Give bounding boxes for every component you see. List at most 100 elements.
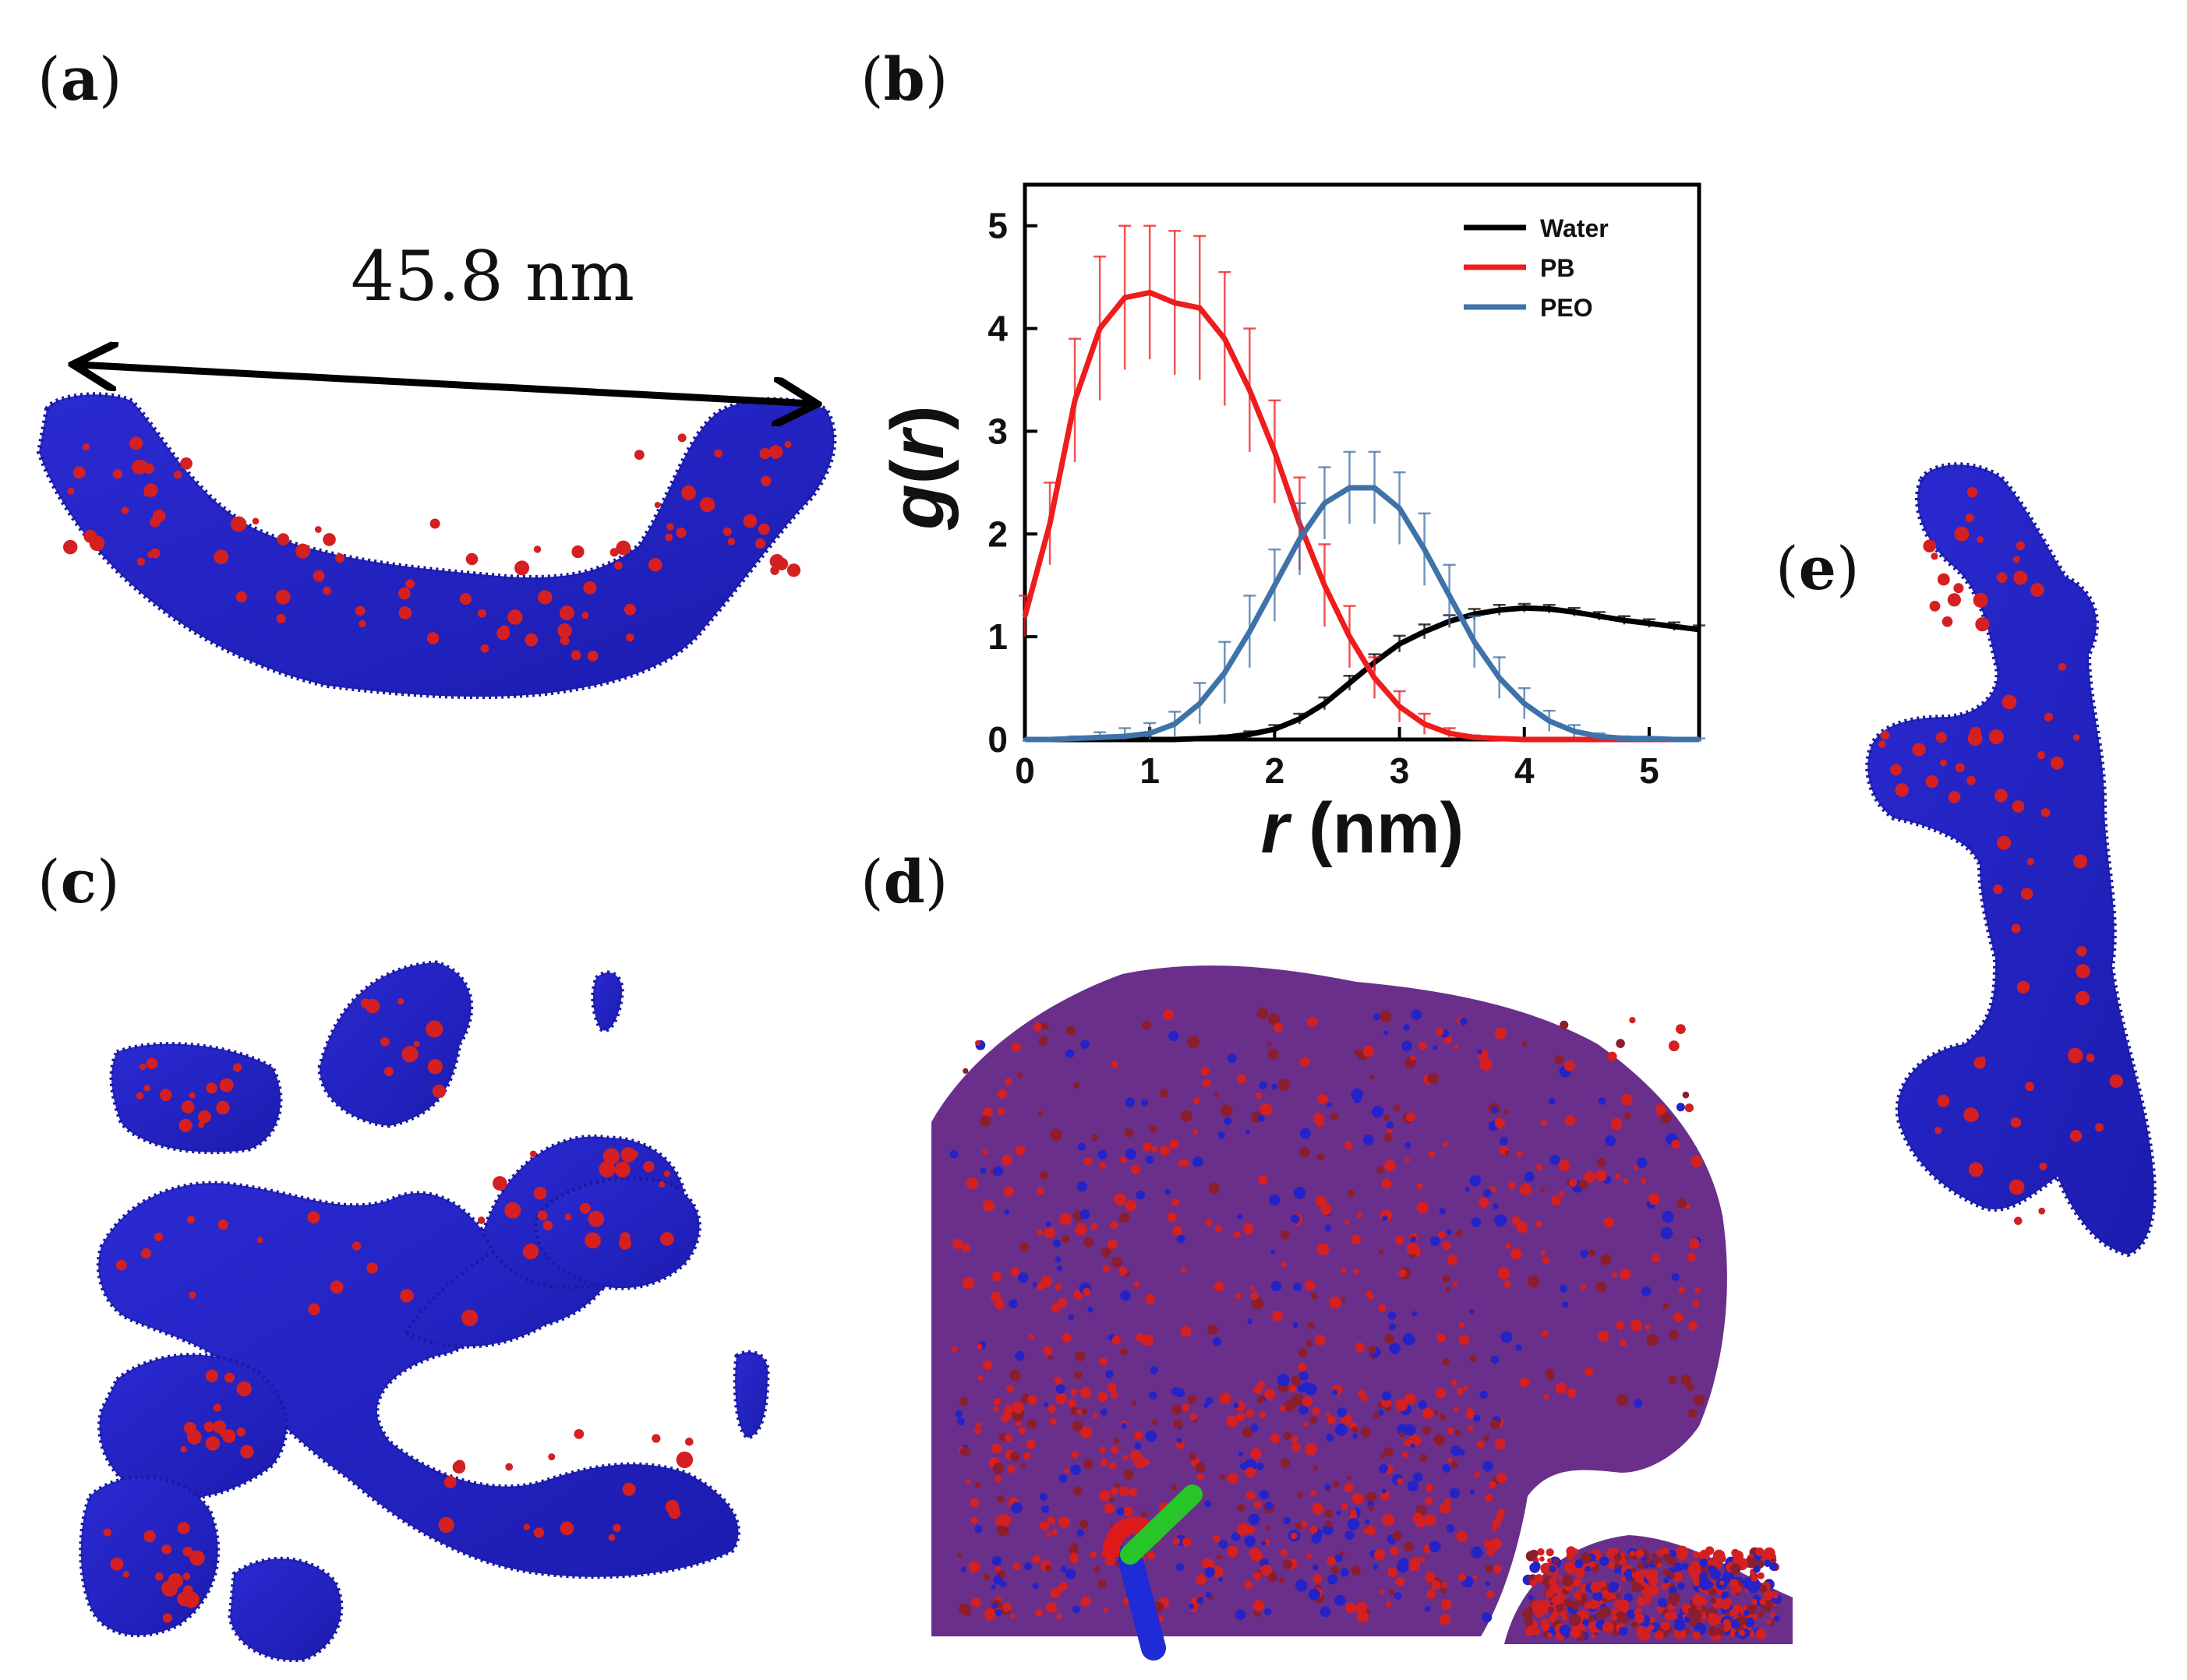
core-dot	[564, 1213, 572, 1221]
particle-dot	[1253, 1572, 1262, 1580]
particle-dot	[1076, 1181, 1087, 1192]
core-dot	[677, 433, 687, 443]
core-dot	[626, 633, 634, 642]
particle-dot	[1041, 1276, 1053, 1288]
particle-dot	[1098, 1490, 1111, 1502]
particle-dot	[1018, 1427, 1026, 1435]
particle-dot	[982, 1106, 993, 1117]
particle-dot	[979, 1115, 991, 1128]
particle-dot	[1562, 1301, 1569, 1308]
particle-dot	[1207, 1324, 1218, 1336]
particle-dot	[1350, 1509, 1357, 1516]
particle-dot	[1759, 1584, 1768, 1593]
particle-dot	[1244, 1535, 1256, 1548]
particle-dot	[1076, 1409, 1083, 1415]
core-dot	[252, 517, 260, 525]
core-dot	[480, 644, 489, 653]
particle-dot	[1440, 1587, 1447, 1594]
particle-dot	[1079, 1386, 1091, 1399]
core-dot	[574, 1429, 585, 1439]
core-dot	[217, 1219, 228, 1230]
particle-dot	[1304, 1279, 1316, 1291]
core-dot	[676, 528, 687, 538]
particle-dot	[1075, 1351, 1086, 1362]
particle-dot	[1167, 1212, 1177, 1223]
particle-dot	[1169, 1139, 1179, 1149]
particle-dot	[1125, 1199, 1137, 1212]
data-point	[1272, 450, 1277, 454]
particle-dot	[1483, 1188, 1492, 1198]
y-tick-label: 2	[988, 514, 1008, 554]
data-point	[1547, 737, 1552, 742]
particle-dot	[1380, 1589, 1385, 1594]
particle-dot	[1046, 1602, 1057, 1614]
data-point	[1497, 736, 1502, 741]
data-point	[1322, 701, 1327, 706]
particle-dot	[1476, 1440, 1485, 1449]
particle-dot	[1099, 1357, 1108, 1366]
particle-dot	[1002, 1155, 1012, 1166]
x-tick-label: 4	[1514, 750, 1535, 791]
particle-dot	[1334, 1423, 1348, 1436]
particle-dot	[1479, 1390, 1488, 1399]
particle-dot	[1313, 1466, 1318, 1471]
particle-dot	[1631, 1622, 1638, 1629]
particle-dot	[1491, 1527, 1496, 1533]
particle-dot	[1637, 1561, 1645, 1569]
particle-dot	[1136, 1190, 1146, 1200]
particle-dot	[1362, 1045, 1375, 1057]
core-dot	[514, 560, 530, 576]
x-tick-label: 1	[1139, 750, 1160, 791]
particle-dot	[1196, 1574, 1207, 1585]
particle-dot	[1719, 1580, 1725, 1586]
data-point	[1472, 640, 1477, 644]
particle-dot	[1443, 1036, 1453, 1044]
core-dot	[587, 651, 599, 662]
particle-dot	[1673, 1571, 1684, 1582]
particle-dot	[1669, 1572, 1676, 1579]
particle-dot	[1620, 1093, 1633, 1106]
cluster-c-10	[228, 1556, 344, 1663]
particle-dot	[1168, 1031, 1179, 1042]
core-dot	[426, 632, 440, 644]
particle-dot	[1100, 1459, 1108, 1466]
core-dot	[2076, 964, 2090, 979]
particle-dot	[1703, 1589, 1709, 1595]
particle-dot	[1142, 1020, 1151, 1030]
particle-dot	[1422, 1407, 1434, 1419]
particle-dot	[1083, 1459, 1094, 1470]
core-dot	[2037, 751, 2046, 760]
particle-dot	[1220, 1104, 1233, 1117]
core-dot	[1878, 740, 1886, 748]
core-dot	[654, 502, 661, 509]
particle-dot	[1352, 1433, 1358, 1439]
particle-dot	[1205, 1396, 1214, 1405]
particle-dot	[1440, 1599, 1453, 1611]
particle-dot	[1279, 1405, 1286, 1412]
particle-dot	[1073, 1486, 1083, 1496]
particle-dot	[1613, 1600, 1623, 1609]
particle-dot	[1699, 1558, 1708, 1567]
particle-dot	[1410, 1055, 1416, 1061]
particle-dot	[1104, 1503, 1115, 1514]
particle-dot	[1322, 1524, 1334, 1536]
particle-dot	[993, 1575, 1003, 1585]
particle-dot	[1208, 1182, 1221, 1195]
particle-dot	[1187, 1036, 1200, 1049]
series-line-peo	[1025, 485, 1699, 743]
particle-dot	[1757, 1572, 1765, 1579]
panel-d-particles	[949, 1007, 1782, 1641]
data-point	[1672, 624, 1676, 629]
particle-dot	[1447, 1427, 1454, 1435]
series-peo	[1023, 450, 1705, 743]
particle-dot	[1549, 1583, 1560, 1594]
particle-dot	[1634, 1614, 1645, 1624]
core-dot	[542, 1220, 553, 1230]
particle-dot	[1676, 1024, 1686, 1034]
particle-dot	[1344, 1530, 1355, 1541]
particle-dot	[1070, 1542, 1078, 1551]
particle-dot	[995, 1300, 1005, 1310]
particle-dot	[1355, 1601, 1368, 1614]
particle-dot	[1620, 1576, 1627, 1582]
particle-dot	[1436, 1028, 1444, 1036]
